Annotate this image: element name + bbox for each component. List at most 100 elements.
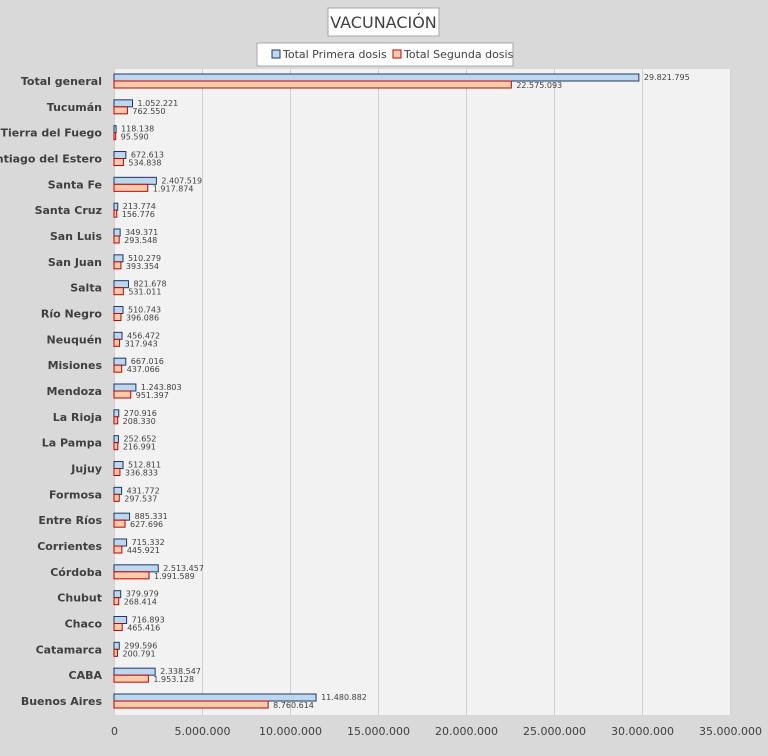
bar-primera-dosis <box>113 99 134 108</box>
category-label: CABA <box>69 669 103 682</box>
category-label: Salta <box>70 282 102 295</box>
category-label: Tierra del Fuego <box>1 127 103 140</box>
bar-primera-dosis <box>113 667 156 676</box>
bar-segunda-dosis <box>113 545 123 554</box>
bar-segunda-dosis <box>113 571 150 580</box>
data-label: 1.243.803 <box>141 383 182 392</box>
chart-title-box <box>327 7 440 37</box>
value-axis: 0 5.000.000 10.000.000 15.000.000 20.000.000… <box>111 725 762 738</box>
bar-primera-dosis <box>113 228 121 237</box>
data-label: 22.575.093 <box>516 81 562 90</box>
data-label: 1.953.128 <box>153 675 194 684</box>
bar-primera-dosis <box>113 461 124 469</box>
category-label: Río Negro <box>41 308 103 321</box>
bar-primera-dosis <box>113 409 120 418</box>
bar-segunda-dosis <box>113 442 119 451</box>
data-label: 8.760.614 <box>273 701 314 710</box>
data-label: 393.354 <box>126 262 159 271</box>
data-label: 297.537 <box>124 494 157 503</box>
bar-primera-dosis <box>113 693 317 702</box>
bar-segunda-dosis <box>113 209 118 218</box>
bar-primera-dosis <box>113 383 137 392</box>
bar-primera-dosis <box>113 73 640 82</box>
bar-primera-dosis <box>113 331 123 340</box>
category-label: La Pampa <box>42 437 102 450</box>
bar-segunda-dosis <box>113 338 121 347</box>
bars <box>113 73 640 709</box>
bar-segunda-dosis <box>113 183 149 192</box>
data-label: 118.138 <box>121 125 154 134</box>
x-tick-label: 0 <box>111 725 118 738</box>
bar-primera-dosis <box>113 538 128 547</box>
data-label: 951.397 <box>136 391 169 400</box>
data-label: 437.066 <box>127 365 160 374</box>
data-label: 317.943 <box>125 339 158 348</box>
chart-title-group: VACUNACIÓN <box>327 7 440 37</box>
category-label: Córdoba <box>50 566 102 579</box>
bar-primera-dosis <box>113 176 157 185</box>
data-label: 627.696 <box>130 520 163 529</box>
data-label: 821.678 <box>133 280 166 289</box>
category-label: Tucumán <box>47 101 102 114</box>
bar-primera-dosis <box>113 486 123 495</box>
category-label: Formosa <box>49 488 102 501</box>
data-label: 379.979 <box>126 590 159 599</box>
x-tick-label: 35.000.000 <box>699 725 762 738</box>
data-label: 293.548 <box>124 236 157 245</box>
data-label: 29.821.795 <box>644 73 690 82</box>
bar-primera-dosis <box>113 435 119 444</box>
data-label: 252.652 <box>123 435 156 444</box>
category-label: Jujuy <box>70 463 102 476</box>
data-label: 11.480.882 <box>321 693 367 702</box>
legend-swatch-segunda-dosis <box>392 49 402 59</box>
data-label: 456.472 <box>127 331 160 340</box>
bar-segunda-dosis <box>113 468 121 476</box>
data-label: 885.331 <box>135 512 168 521</box>
category-label: Buenos Aires <box>21 695 103 708</box>
data-label: 445.921 <box>127 546 160 555</box>
bar-segunda-dosis <box>113 261 122 270</box>
bar-primera-dosis <box>113 512 131 521</box>
bar-segunda-dosis <box>113 674 149 683</box>
data-label: 762.550 <box>132 107 165 116</box>
data-label: 716.893 <box>132 616 165 625</box>
bar-segunda-dosis <box>113 287 124 296</box>
data-label: 336.833 <box>125 469 158 478</box>
data-label: 2.407.519 <box>161 176 202 185</box>
data-label: 510.279 <box>128 254 161 263</box>
data-label: 2.513.457 <box>163 564 204 573</box>
data-label: 270.916 <box>124 409 157 418</box>
bar-primera-dosis <box>113 125 117 134</box>
legend-label-primera-dosis: Total Primera dosis <box>282 48 387 61</box>
x-tick-label: 15.000.000 <box>347 725 410 738</box>
bar-segunda-dosis <box>113 235 120 244</box>
bar-segunda-dosis <box>113 80 512 89</box>
data-label: 465.416 <box>127 624 160 633</box>
data-label: 1.917.874 <box>153 184 194 193</box>
bar-segunda-dosis <box>113 700 269 709</box>
data-label: 200.791 <box>123 649 156 658</box>
data-label: 299.596 <box>124 641 157 650</box>
x-tick-label: 20.000.000 <box>435 725 498 738</box>
plot-area <box>114 69 730 715</box>
bar-primera-dosis <box>113 202 119 211</box>
data-label: 715.332 <box>132 538 165 547</box>
bar-primera-dosis <box>113 641 120 650</box>
category-label: Mendoza <box>47 385 103 398</box>
category-label: Corrientes <box>37 540 102 553</box>
data-label: 672.613 <box>131 151 164 160</box>
x-tick-label: 25.000.000 <box>523 725 586 738</box>
legend: Total Primera dosis Total Segunda dosis <box>256 42 514 67</box>
data-label: 216.991 <box>123 443 156 452</box>
bar-segunda-dosis <box>113 597 120 606</box>
category-axis: Total general Tucumán Tierra del Fuego Sant… <box>0 75 102 708</box>
bar-segunda-dosis <box>113 493 120 502</box>
bar-primera-dosis <box>113 306 124 314</box>
category-label: Chaco <box>65 618 103 631</box>
category-label: Neuquén <box>47 333 103 346</box>
bar-segunda-dosis <box>113 519 126 528</box>
data-label: 431.772 <box>127 486 160 495</box>
